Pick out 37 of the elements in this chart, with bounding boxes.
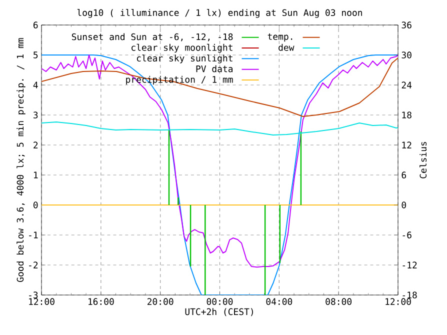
- y-tick-label: 0: [33, 202, 38, 208]
- legend-label: clear sky moonlight: [132, 44, 232, 53]
- y2-axis-title: Celsius: [420, 142, 427, 178]
- x-tick-label: 12:00: [29, 298, 54, 305]
- x-tick-label: 00:00: [206, 298, 233, 305]
- y-tick-label: -1: [29, 232, 38, 238]
- y-tick-label: 3: [34, 112, 38, 118]
- y-tick-label: -2: [29, 262, 38, 268]
- y2-tick-label: 0: [402, 202, 406, 208]
- y-tick-label: 5: [34, 52, 38, 58]
- legend-label: clear sky sunlight: [136, 54, 232, 64]
- x-tick-label: 20:00: [148, 298, 174, 305]
- x-tick-label: 08:00: [326, 298, 352, 305]
- y2-tick-label: -18: [402, 292, 417, 298]
- y-tick-label: 6: [33, 22, 38, 28]
- x-axis-title: UTC+2h (CEST): [185, 308, 253, 316]
- x-tick-label: 12:00: [386, 298, 411, 305]
- legend-label: PV data: [196, 65, 233, 72]
- x-tick-label: 16:00: [88, 298, 114, 305]
- legend-label: dew: [278, 44, 294, 51]
- y2-tick-label: 6: [402, 172, 406, 178]
- chart-title: log10 ( illuminance / 1 lx) ending at Sun Aug 03 noon: [77, 9, 362, 18]
- y-tick-label: 4: [33, 82, 38, 88]
- x-tick-label: 04:00: [266, 298, 292, 305]
- y2-tick-label: 18: [402, 112, 412, 118]
- legend-label: temp.: [268, 33, 292, 42]
- y2-tick-label: -12: [402, 262, 417, 268]
- y2-tick-label: -6: [402, 232, 412, 238]
- y-tick-label: -3: [29, 292, 38, 298]
- y2-tick-label: 30: [402, 52, 412, 58]
- y-tick-label: 1: [34, 172, 38, 178]
- y-tick-label: 2: [34, 142, 38, 148]
- y-axis-title: Good below 3.6, 4000 lx; 5 min precip. / 1 mm: [16, 38, 26, 282]
- y2-tick-label: 24: [402, 82, 412, 88]
- y2-tick-label: 12: [402, 142, 412, 148]
- y2-tick-label: 36: [402, 22, 412, 28]
- legend-label: Sunset and Sun at -6, -12, -18: [72, 33, 233, 42]
